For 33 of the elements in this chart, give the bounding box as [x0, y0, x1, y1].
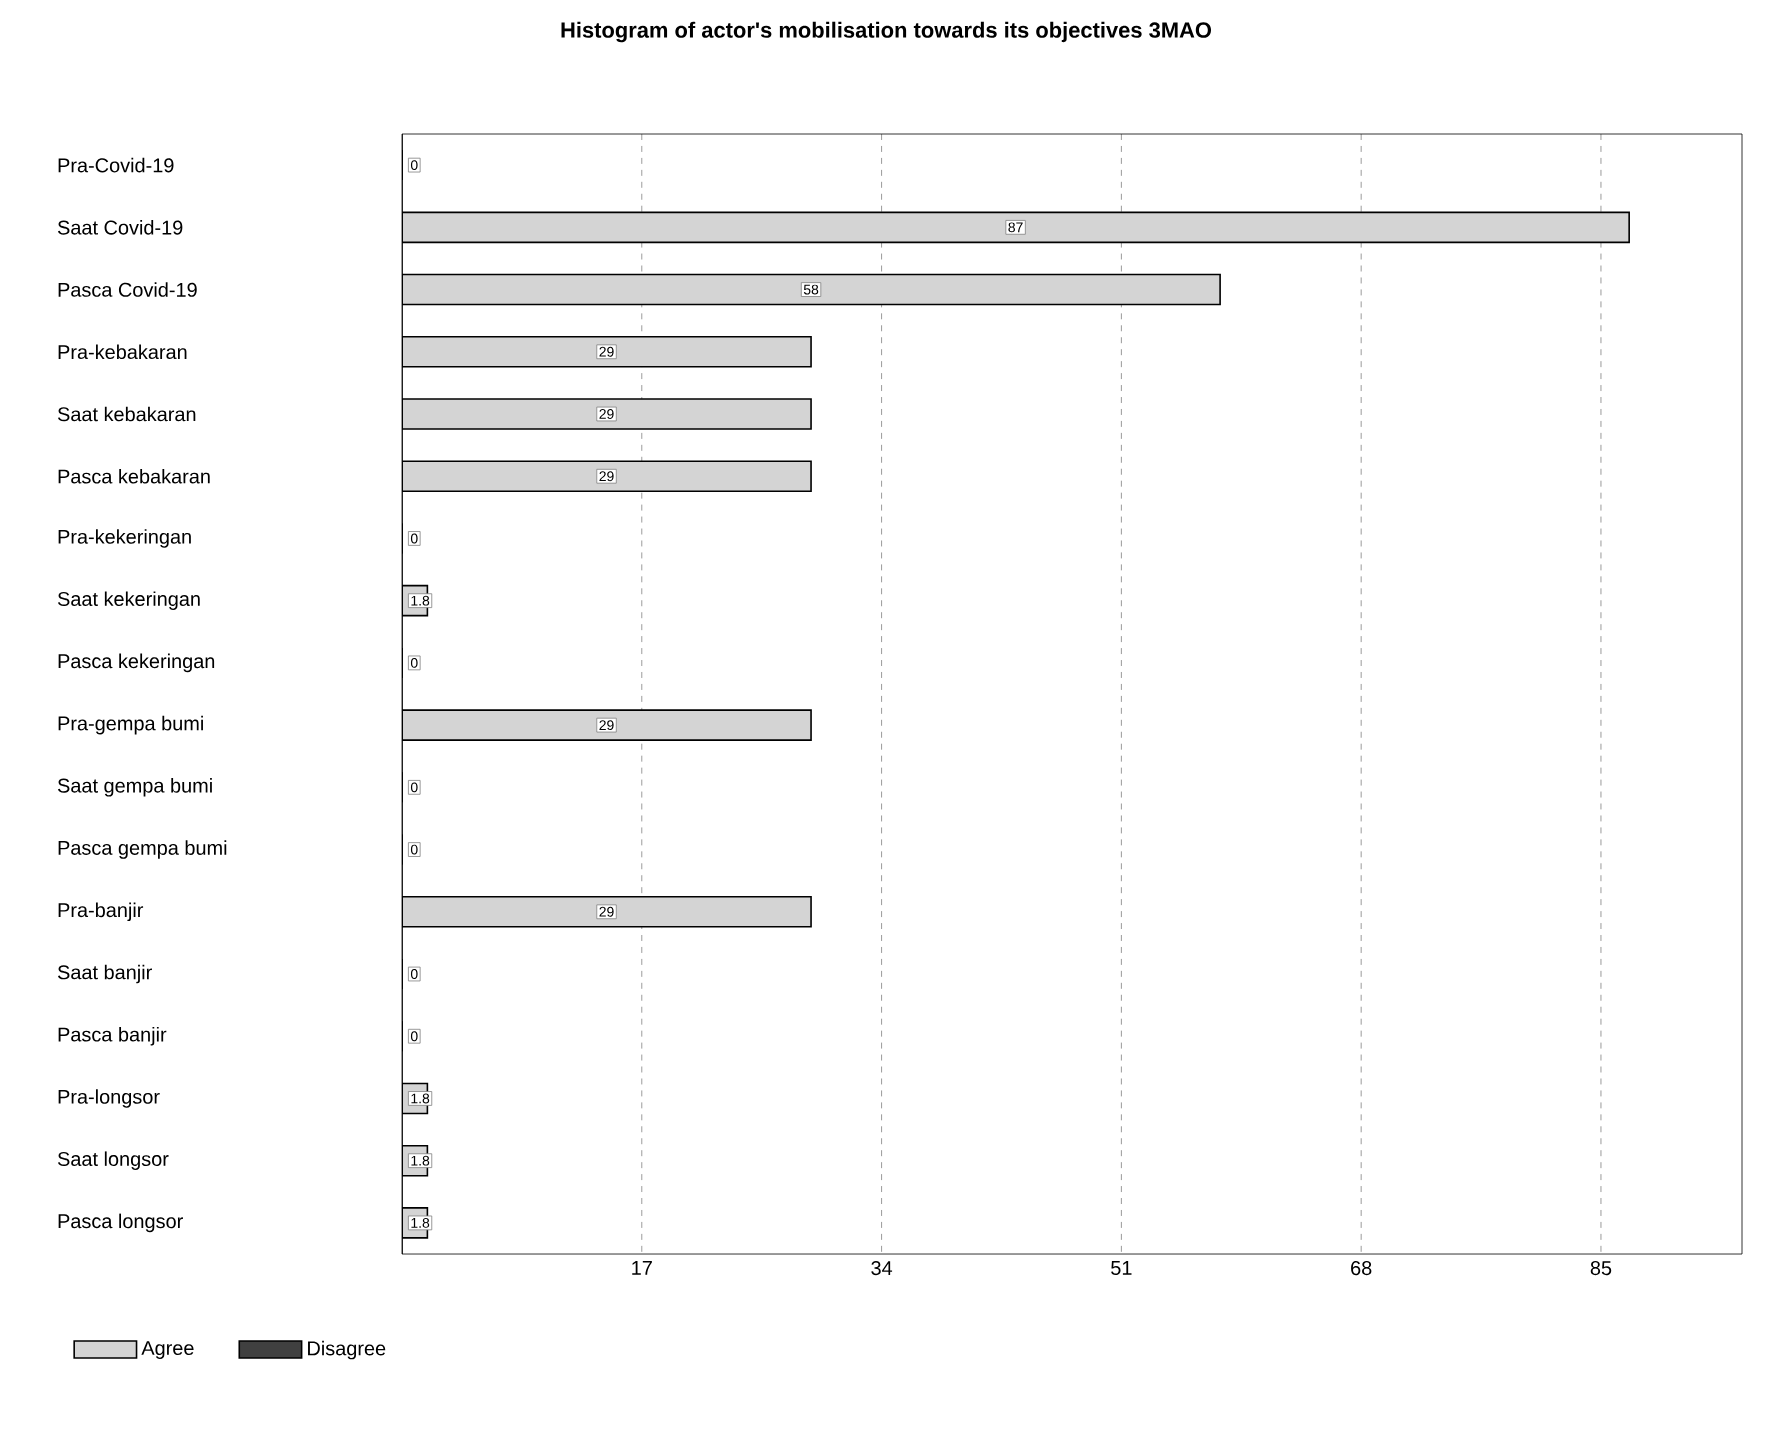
x-tick-label: 68 — [1351, 1261, 1372, 1276]
y-tick-label: Pra-Covid-19 — [58, 157, 174, 173]
y-tick-label: Pra-longsor — [58, 1089, 160, 1108]
y-tick-label: Saat banjir — [57, 964, 152, 984]
y-tick-label: Pasca kebakaran — [58, 468, 210, 484]
x-tick-label: 17 — [632, 1261, 652, 1275]
x-tick-label: 85 — [1590, 1261, 1612, 1276]
y-tick-label: Saat gempa bumi — [57, 778, 212, 797]
chart-title: Histogram of actor's mobilisation towards its objectives 3MAO — [561, 21, 1212, 43]
y-tick-label: Saat Covid-19 — [57, 220, 183, 235]
bar — [402, 273, 1221, 306]
bar — [402, 398, 812, 430]
y-tick-label: Pasca longsor — [58, 1213, 183, 1233]
y-tick-label: Saat kebakaran — [57, 406, 196, 422]
y-tick-label: Pra-gempa bumi — [58, 715, 203, 735]
y-tick-label: Pra-banjir — [58, 902, 144, 922]
bar — [402, 211, 1630, 244]
y-tick-label: Pra-kekeringan — [58, 529, 191, 548]
y-tick-label: Pasca Covid-19 — [58, 282, 197, 297]
bar — [402, 895, 812, 928]
y-tick-label: Pra-kebakaran — [58, 344, 187, 360]
y-tick-label: Pasca kekeringan — [58, 653, 215, 673]
y-tick-label: Saat kekeringan — [57, 591, 200, 610]
bar — [402, 709, 812, 741]
x-tick-label: 34 — [871, 1261, 893, 1276]
x-tick-label: 51 — [1111, 1261, 1132, 1275]
bar — [402, 460, 812, 493]
legend-label: Agree — [141, 1341, 194, 1359]
y-tick-label: Pasca gempa bumi — [58, 840, 227, 859]
y-tick-label: Saat longsor — [57, 1151, 169, 1170]
legend-label: Disagree — [308, 1340, 386, 1360]
y-tick-label: Pasca banjir — [58, 1026, 167, 1046]
bar — [402, 335, 812, 368]
